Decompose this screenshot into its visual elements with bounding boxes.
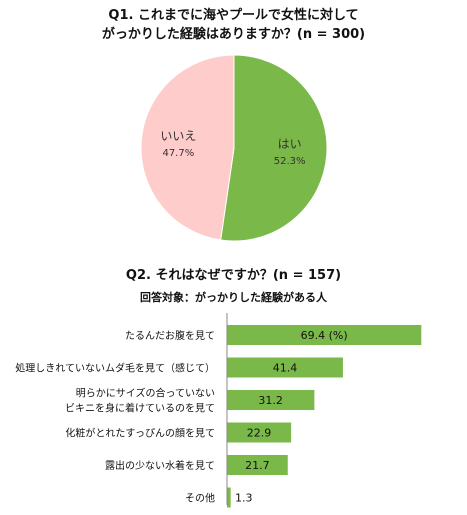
pie-slice-0 <box>220 54 328 242</box>
bar-value-label: 41.4 <box>273 362 298 375</box>
pie-slice-value: 52.3% <box>274 156 306 167</box>
pie-slice-label: はい <box>278 137 302 151</box>
bar-4 <box>227 455 288 475</box>
bar-value-label: 31.2 <box>258 394 283 407</box>
bar-value-label: 22.9 <box>247 427 272 440</box>
category-label: ビキニを身に着けているのを見て <box>65 402 215 415</box>
q1-title-line1: Q1. これまでに海やプールで女性に対して <box>108 8 359 23</box>
bar-5 <box>227 487 231 508</box>
bar-value-label: 1.3 <box>235 492 253 505</box>
pie-slice-value: 47.7% <box>162 148 194 159</box>
q2-subtitle: 回答対象：がっかりした経験がある人 <box>140 291 327 304</box>
pie-slice-label: いいえ <box>160 129 196 143</box>
category-label: 処理しきれていないムダ毛を見て（感じて） <box>15 362 215 375</box>
category-label: たるんだお腹を見て <box>125 329 215 342</box>
pie-slice-1 <box>140 54 235 241</box>
category-label: その他 <box>185 492 215 505</box>
bar-3 <box>227 422 292 443</box>
q1-title-line2: がっかりした経験はありますか？(n = 300) <box>101 27 366 42</box>
bar-value-label: 69.4 (%) <box>301 329 348 342</box>
bar-1 <box>227 357 343 378</box>
category-label: 露出の少ない水着を見て <box>105 459 215 472</box>
bar-chart: 69.4 (%) たるんだお腹を見て 41.4 処理しきれていないムダ毛を見て（感じて… <box>15 313 422 508</box>
category-label: 化粧がとれたすっぴんの顔を見て <box>65 427 215 440</box>
q2-title: Q2. それはなぜですか？(n = 157) <box>125 268 342 283</box>
q1-title: Q1. これまでに海やプールで女性に対して がっかりした経験はありますか？(n … <box>0 6 467 44</box>
pie-chart: はい 52.3% いいえ 47.7% <box>140 54 328 242</box>
bar-value-label: 21.7 <box>245 459 270 472</box>
bar-2 <box>227 390 315 410</box>
bar-0 <box>227 325 422 345</box>
category-label: 明らかにサイズの合っていない <box>76 387 215 400</box>
